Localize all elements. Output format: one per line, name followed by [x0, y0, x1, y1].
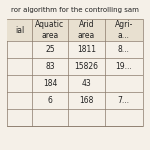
Text: ror algorithm for the controlling sam: ror algorithm for the controlling sam [11, 7, 139, 13]
Bar [7, 19, 143, 41]
Text: Arid
area: Arid area [78, 20, 95, 40]
Text: 1811: 1811 [77, 45, 96, 54]
Text: 19...: 19... [116, 62, 132, 71]
Text: Agri-
a...: Agri- a... [115, 20, 133, 40]
Text: 15826: 15826 [75, 62, 99, 71]
Text: 83: 83 [45, 62, 55, 71]
Text: 8...: 8... [118, 45, 130, 54]
Text: ial: ial [15, 26, 24, 35]
Text: 184: 184 [43, 79, 57, 88]
Text: 6: 6 [48, 96, 52, 105]
Text: 25: 25 [45, 45, 55, 54]
Text: 7...: 7... [118, 96, 130, 105]
Text: 168: 168 [79, 96, 94, 105]
Text: 43: 43 [82, 79, 91, 88]
Text: Aquatic
area: Aquatic area [35, 20, 64, 40]
Bar [7, 19, 143, 126]
